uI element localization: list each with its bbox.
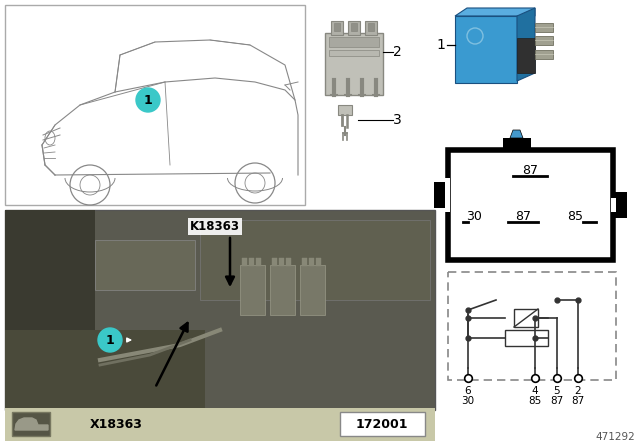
Polygon shape bbox=[15, 418, 48, 430]
Bar bbox=[434, 182, 450, 208]
Text: 3: 3 bbox=[393, 113, 402, 127]
Bar bbox=[256, 258, 261, 266]
Polygon shape bbox=[455, 8, 535, 16]
Bar bbox=[5, 5, 305, 205]
Bar bbox=[5, 210, 95, 410]
Bar bbox=[455, 16, 517, 83]
Bar bbox=[535, 23, 553, 32]
Bar bbox=[445, 178, 450, 212]
Bar bbox=[505, 330, 548, 346]
Bar bbox=[272, 258, 277, 266]
Bar bbox=[448, 272, 616, 380]
Bar bbox=[338, 105, 352, 115]
Bar bbox=[5, 330, 205, 410]
Bar bbox=[12, 412, 50, 436]
Bar bbox=[448, 150, 613, 260]
Text: 2: 2 bbox=[393, 45, 402, 59]
Bar bbox=[329, 37, 379, 47]
Bar bbox=[242, 258, 247, 266]
Bar bbox=[270, 265, 295, 315]
Bar bbox=[334, 23, 340, 31]
Text: 87: 87 bbox=[550, 396, 564, 406]
Polygon shape bbox=[517, 8, 535, 81]
Bar bbox=[340, 412, 425, 436]
Bar bbox=[517, 38, 535, 73]
Text: 471292: 471292 bbox=[595, 432, 635, 442]
Bar bbox=[611, 198, 616, 212]
Text: K18363: K18363 bbox=[190, 220, 240, 233]
Bar bbox=[316, 258, 321, 266]
Bar bbox=[535, 50, 553, 59]
Text: 4: 4 bbox=[532, 386, 538, 396]
Text: 30: 30 bbox=[466, 210, 482, 223]
Text: 87: 87 bbox=[572, 396, 584, 406]
Bar bbox=[368, 23, 374, 31]
Bar bbox=[95, 240, 195, 290]
Bar bbox=[325, 33, 383, 95]
Bar bbox=[300, 265, 325, 315]
Bar bbox=[240, 265, 265, 315]
Bar bbox=[200, 220, 430, 300]
Text: 1: 1 bbox=[436, 38, 445, 52]
Bar bbox=[286, 258, 291, 266]
Bar bbox=[249, 258, 254, 266]
Bar bbox=[351, 23, 357, 31]
Bar bbox=[279, 258, 284, 266]
Bar bbox=[309, 258, 314, 266]
Text: 1: 1 bbox=[143, 94, 152, 107]
Bar bbox=[329, 50, 379, 56]
Text: 87: 87 bbox=[522, 164, 538, 177]
Text: 172001: 172001 bbox=[356, 418, 408, 431]
Text: 6: 6 bbox=[465, 386, 471, 396]
Polygon shape bbox=[510, 130, 523, 138]
Bar bbox=[611, 192, 627, 218]
Text: 5: 5 bbox=[554, 386, 560, 396]
Text: 2: 2 bbox=[575, 386, 581, 396]
Bar bbox=[514, 309, 538, 327]
Bar bbox=[331, 21, 343, 35]
Circle shape bbox=[136, 88, 160, 112]
Circle shape bbox=[98, 328, 122, 352]
Bar bbox=[503, 138, 531, 152]
Text: X18363: X18363 bbox=[90, 418, 143, 431]
Bar bbox=[5, 210, 435, 410]
Bar bbox=[348, 21, 360, 35]
Text: 87: 87 bbox=[515, 210, 531, 223]
Bar bbox=[365, 21, 377, 35]
Text: 30: 30 bbox=[461, 396, 475, 406]
Bar bbox=[535, 36, 553, 45]
Text: 1: 1 bbox=[106, 333, 115, 346]
Bar bbox=[5, 408, 435, 441]
Text: 85: 85 bbox=[529, 396, 541, 406]
Bar bbox=[302, 258, 307, 266]
Text: 85: 85 bbox=[567, 210, 583, 223]
